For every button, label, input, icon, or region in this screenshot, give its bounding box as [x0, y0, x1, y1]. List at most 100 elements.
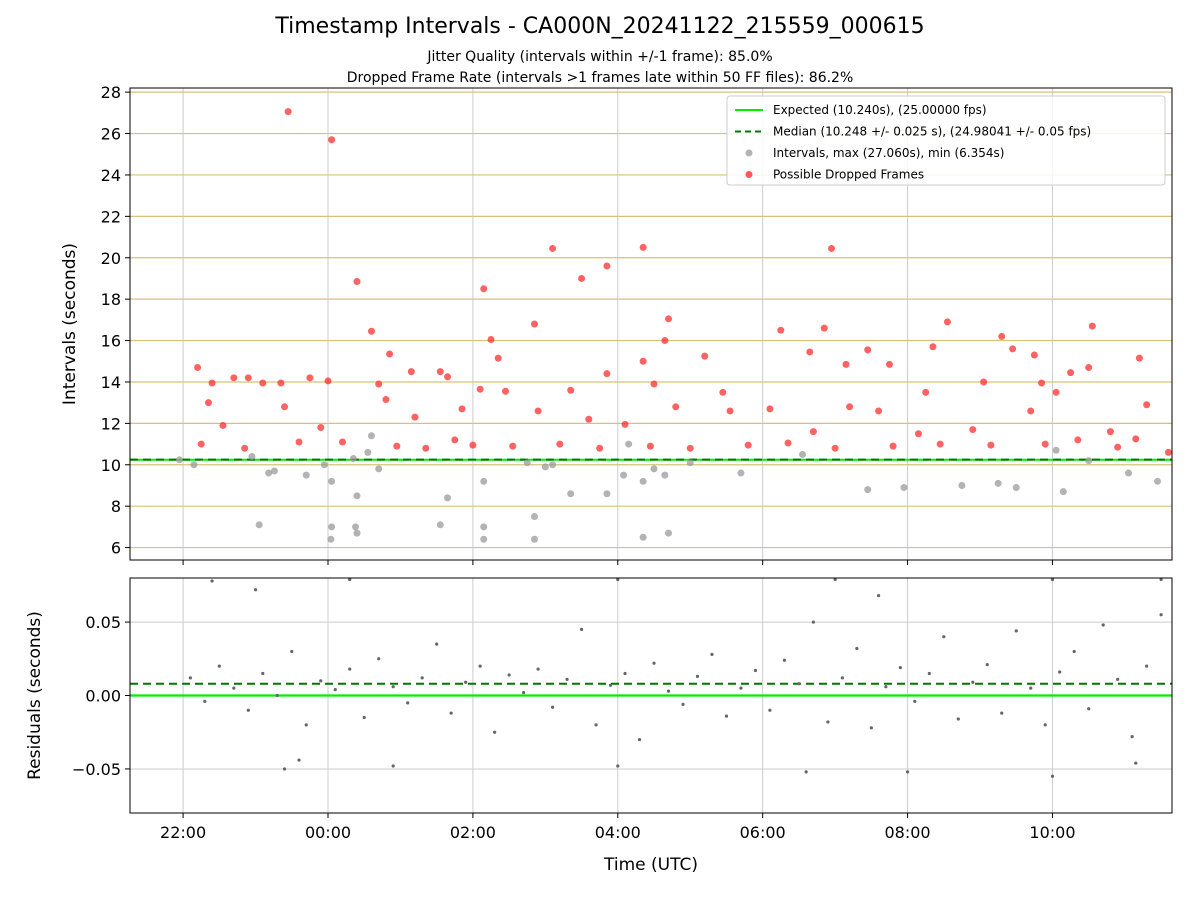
time-x-axis-label: Time (UTC): [603, 855, 698, 875]
interval-point: [603, 490, 611, 498]
residual-point: [739, 686, 743, 690]
legend-dropped-label: Possible Dropped Frames: [773, 168, 924, 182]
interval-point: [1125, 469, 1133, 477]
intervals-y-tick-label: 24: [101, 166, 121, 185]
dropped-frame-point: [1085, 363, 1093, 371]
interval-point: [353, 492, 361, 500]
residuals-reference-lines: [130, 682, 1172, 697]
dropped-frame-point: [259, 379, 267, 387]
dropped-frame-point: [1106, 428, 1114, 436]
residual-point: [217, 664, 221, 668]
intervals-y-tick-label: 6: [111, 539, 121, 558]
residual-point: [927, 671, 931, 676]
intervals-axes-frame: [129, 87, 1173, 561]
x-tick-label: 02:00: [450, 823, 496, 842]
residual-point: [464, 680, 468, 684]
residual-point: [616, 764, 620, 768]
residuals-points: [188, 577, 1163, 778]
dropped-frame-point: [929, 343, 937, 351]
intervals-y-tick-label: 8: [111, 497, 121, 516]
interval-point: [541, 463, 549, 471]
interval-point: [436, 521, 444, 529]
dropped-frame-point: [509, 442, 517, 450]
interval-point: [302, 471, 310, 479]
residual-point: [753, 668, 758, 673]
residuals-x-ticks: 22:00 00:00 02:00 04:00 06:00 08:00 10:00: [160, 813, 1076, 842]
residual-point: [1050, 577, 1055, 582]
interval-point: [530, 513, 538, 521]
interval-point: [353, 529, 361, 537]
residual-point: [304, 723, 308, 727]
dropped-frame-point: [328, 136, 336, 144]
residuals-panel: 0.05 0.00 −0.05 22:00 00:00 02:00 04:00 06:00 0…: [25, 577, 1173, 875]
interval-point: [248, 452, 256, 460]
residual-point: [275, 693, 279, 698]
residual-point: [884, 685, 888, 689]
residual-point: [971, 680, 975, 684]
intervals-y-tick-label: 10: [101, 456, 121, 475]
dropped-frame-point: [777, 326, 785, 334]
dropped-frame-point: [719, 388, 727, 396]
residual-point: [391, 764, 395, 768]
residual-point: [333, 688, 337, 692]
residual-point: [594, 723, 598, 727]
dropped-frame-point: [324, 377, 332, 385]
dropped-frame-point: [726, 407, 734, 415]
residual-point: [724, 714, 729, 718]
dropped-frame-point: [1027, 407, 1035, 415]
interval-point: [480, 523, 488, 531]
dropped-frame-point: [639, 357, 647, 365]
residual-point: [435, 642, 439, 646]
intervals-y-tick-label: 28: [101, 83, 121, 102]
interval-point: [1052, 446, 1060, 454]
dropped-frame-point: [585, 415, 593, 423]
residual-point: [623, 671, 627, 676]
legend-expected-label: Expected (10.240s), (25.00000 fps): [773, 103, 987, 117]
dropped-frame-point: [998, 332, 1006, 340]
jitter-quality-subtitle: Jitter Quality (intervals within +/-1 fr…: [427, 49, 773, 65]
legend-median-label: Median (10.248 +/- 0.025 s), (24.98041 +…: [773, 125, 1091, 139]
dropped-frame-point: [650, 380, 658, 388]
residual-point: [290, 649, 294, 654]
residual-point: [833, 577, 837, 582]
residual-point: [253, 588, 258, 592]
dropped-frame-point: [367, 327, 375, 335]
residual-point: [898, 665, 902, 670]
dropped-frame-point: [444, 373, 452, 381]
dropped-frame-point: [578, 274, 586, 282]
interval-point: [864, 486, 872, 494]
dropped-frame-point: [194, 363, 202, 371]
interval-point: [523, 459, 531, 467]
residual-point: [1087, 707, 1091, 711]
dropped-frame-point: [436, 368, 444, 376]
dropped-frame-point: [806, 348, 814, 356]
residual-point: [232, 686, 236, 690]
residual-point: [695, 674, 700, 679]
residuals-y-ticks: 0.05 0.00 −0.05: [72, 613, 130, 779]
dropped-frame-point: [864, 346, 872, 354]
intervals-y-tick-label: 14: [101, 373, 121, 392]
residual-point: [406, 701, 410, 705]
residual-point: [782, 658, 787, 662]
dropped-frame-point: [219, 421, 227, 429]
interval-point: [620, 471, 628, 479]
dropped-frame-point: [476, 385, 484, 393]
dropped-frame-point: [875, 407, 883, 415]
interval-point: [444, 494, 452, 502]
residual-point: [282, 767, 287, 771]
dropped-frame-point: [480, 285, 488, 293]
dropped-frame-point: [241, 444, 249, 452]
dropped-frame-point: [621, 420, 629, 428]
interval-point: [480, 535, 488, 543]
residual-point: [579, 627, 584, 632]
intervals-y-ticks: 6 8 10 12 14 16 18 20 22 24 26 28: [101, 83, 130, 558]
residual-point: [913, 699, 917, 703]
dropped-frame-point: [494, 354, 502, 362]
interval-point: [327, 535, 335, 543]
dropped-frame-point: [842, 360, 850, 368]
interval-point: [549, 461, 557, 469]
dropped-frame-point: [501, 387, 509, 395]
dropped-frame-point: [1114, 443, 1122, 451]
interval-point: [639, 477, 647, 485]
